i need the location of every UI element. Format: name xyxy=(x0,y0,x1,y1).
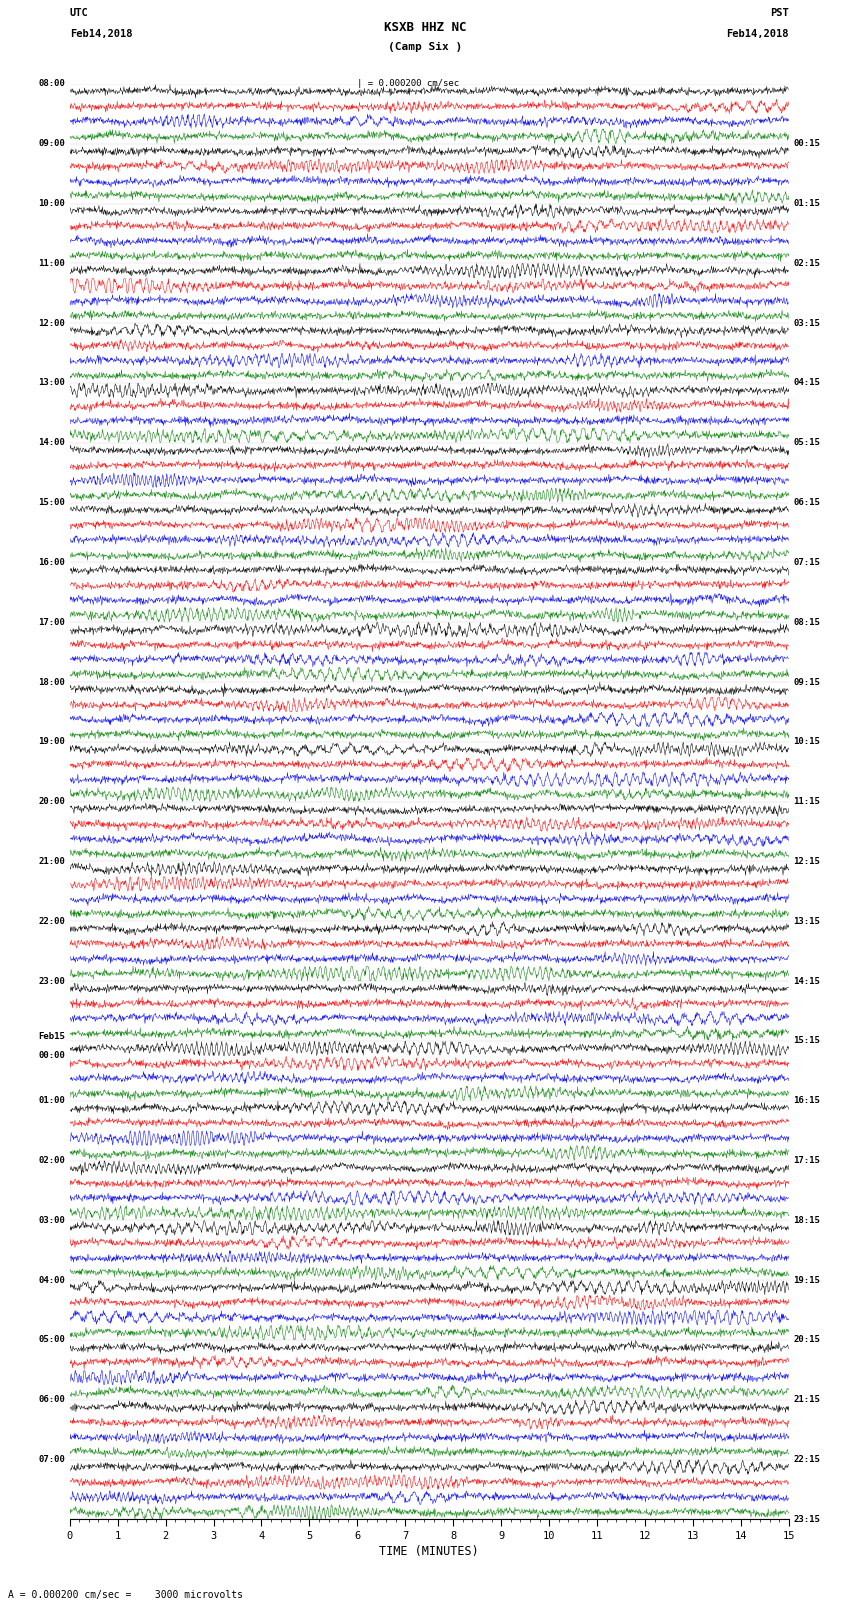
Text: | = 0.000200 cm/sec: | = 0.000200 cm/sec xyxy=(357,79,459,89)
Text: 19:15: 19:15 xyxy=(793,1276,820,1284)
Text: PST: PST xyxy=(770,8,789,18)
Text: 23:00: 23:00 xyxy=(38,976,65,986)
Text: 18:00: 18:00 xyxy=(38,677,65,687)
Text: 21:00: 21:00 xyxy=(38,857,65,866)
Text: 05:15: 05:15 xyxy=(793,439,820,447)
Text: 05:00: 05:00 xyxy=(38,1336,65,1345)
Text: 00:15: 00:15 xyxy=(793,139,820,148)
Text: 00:00: 00:00 xyxy=(38,1040,65,1060)
Text: 08:00: 08:00 xyxy=(38,79,65,89)
Text: 07:15: 07:15 xyxy=(793,558,820,566)
Text: 02:15: 02:15 xyxy=(793,258,820,268)
Text: Feb14,2018: Feb14,2018 xyxy=(70,29,133,39)
Text: 16:00: 16:00 xyxy=(38,558,65,566)
Text: 04:15: 04:15 xyxy=(793,379,820,387)
Text: 21:15: 21:15 xyxy=(793,1395,820,1405)
Text: 06:00: 06:00 xyxy=(38,1395,65,1405)
Text: 03:00: 03:00 xyxy=(38,1216,65,1224)
Text: 15:15: 15:15 xyxy=(793,1037,820,1045)
Text: 17:00: 17:00 xyxy=(38,618,65,627)
X-axis label: TIME (MINUTES): TIME (MINUTES) xyxy=(379,1545,479,1558)
Text: UTC: UTC xyxy=(70,8,88,18)
Text: 22:15: 22:15 xyxy=(793,1455,820,1465)
Text: 01:00: 01:00 xyxy=(38,1097,65,1105)
Text: 19:00: 19:00 xyxy=(38,737,65,747)
Text: 03:15: 03:15 xyxy=(793,319,820,327)
Text: 11:15: 11:15 xyxy=(793,797,820,806)
Text: 23:15: 23:15 xyxy=(793,1515,820,1524)
Text: A = 0.000200 cm/sec =    3000 microvolts: A = 0.000200 cm/sec = 3000 microvolts xyxy=(8,1590,243,1600)
Text: 09:00: 09:00 xyxy=(38,139,65,148)
Text: 12:00: 12:00 xyxy=(38,319,65,327)
Text: 13:00: 13:00 xyxy=(38,379,65,387)
Text: 10:15: 10:15 xyxy=(793,737,820,747)
Text: 07:00: 07:00 xyxy=(38,1455,65,1465)
Text: 14:15: 14:15 xyxy=(793,976,820,986)
Text: 02:00: 02:00 xyxy=(38,1157,65,1165)
Text: 11:00: 11:00 xyxy=(38,258,65,268)
Text: 10:00: 10:00 xyxy=(38,198,65,208)
Text: 18:15: 18:15 xyxy=(793,1216,820,1224)
Text: 20:15: 20:15 xyxy=(793,1336,820,1345)
Text: 22:00: 22:00 xyxy=(38,916,65,926)
Text: KSXB HHZ NC: KSXB HHZ NC xyxy=(383,21,467,34)
Text: 06:15: 06:15 xyxy=(793,498,820,506)
Text: Feb15: Feb15 xyxy=(38,1032,65,1040)
Text: 08:15: 08:15 xyxy=(793,618,820,627)
Text: 14:00: 14:00 xyxy=(38,439,65,447)
Text: 01:15: 01:15 xyxy=(793,198,820,208)
Text: 13:15: 13:15 xyxy=(793,916,820,926)
Text: 16:15: 16:15 xyxy=(793,1097,820,1105)
Text: 09:15: 09:15 xyxy=(793,677,820,687)
Text: Feb14,2018: Feb14,2018 xyxy=(726,29,789,39)
Text: 04:00: 04:00 xyxy=(38,1276,65,1284)
Text: 12:15: 12:15 xyxy=(793,857,820,866)
Text: 15:00: 15:00 xyxy=(38,498,65,506)
Text: (Camp Six ): (Camp Six ) xyxy=(388,42,462,52)
Text: 17:15: 17:15 xyxy=(793,1157,820,1165)
Text: 20:00: 20:00 xyxy=(38,797,65,806)
